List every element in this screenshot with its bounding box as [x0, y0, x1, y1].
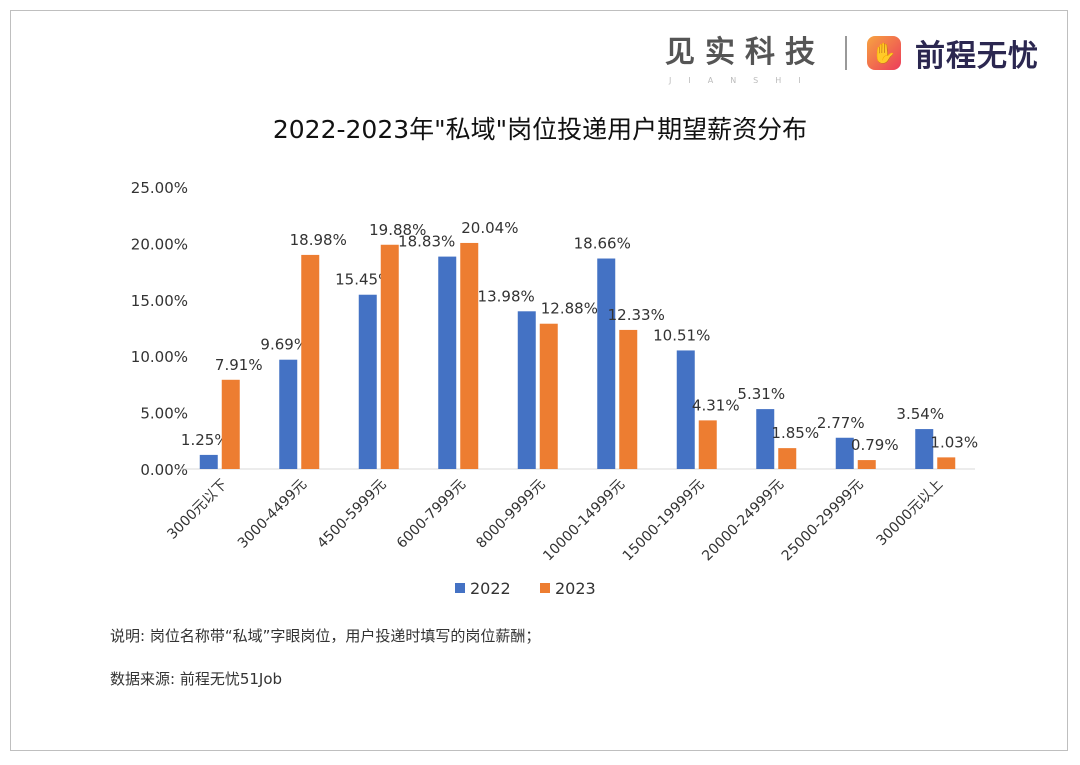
jianshi-logo-text: 见实科技 — [665, 35, 825, 70]
y-tick-label: 15.00% — [131, 292, 188, 310]
x-tick-label: 3000-4499元 — [235, 477, 310, 552]
bar-2022 — [438, 256, 457, 469]
y-tick-label: 20.00% — [131, 235, 188, 253]
data-label-2023: 1.03% — [930, 433, 978, 451]
y-tick-label: 0.00% — [140, 461, 188, 479]
data-label-2022: 2.77% — [817, 414, 865, 432]
x-tick-label: 8000-9999元 — [473, 477, 548, 552]
jianshi-logo: 见实科技 JIANSHI — [665, 35, 825, 86]
data-label-2022: 18.66% — [574, 235, 631, 253]
bar-2023 — [301, 254, 320, 469]
bar-2023 — [778, 448, 797, 469]
data-label-2023: 7.91% — [215, 356, 263, 374]
bar-2023 — [539, 323, 558, 469]
51job-logo-text: 前程无忧 — [915, 39, 1039, 74]
x-tick-label: 30000元以上 — [874, 477, 947, 550]
x-tick-label: 15000-19999元 — [620, 477, 708, 565]
bar-2022 — [199, 454, 218, 469]
x-tick-label: 6000-7999元 — [394, 477, 469, 552]
y-tick-label: 10.00% — [131, 348, 188, 366]
bar-2023 — [221, 379, 240, 469]
bar-2022 — [756, 409, 775, 469]
legend-swatch-2023 — [540, 583, 550, 593]
y-tick-label: 25.00% — [131, 179, 188, 197]
data-label-2023: 19.88% — [369, 221, 426, 239]
data-label-2023: 18.98% — [290, 231, 347, 249]
data-label-2022: 18.83% — [398, 233, 455, 251]
legend-label-2022: 2022 — [470, 579, 511, 598]
data-label-2022: 13.98% — [478, 287, 535, 305]
data-label-2022: 9.69% — [260, 336, 308, 354]
data-label-2022: 3.54% — [896, 405, 944, 423]
bar-2022 — [676, 350, 695, 469]
data-label-2023: 12.88% — [541, 300, 598, 318]
logo-divider — [845, 36, 847, 70]
bar-2022 — [279, 359, 298, 469]
x-tick-label: 10000-14999元 — [540, 477, 628, 565]
y-tick-label: 5.00% — [140, 405, 188, 423]
data-label-2023: 20.04% — [461, 219, 518, 237]
data-label-2022: 5.31% — [737, 385, 785, 403]
51job-hand-icon: ✋ — [867, 36, 901, 70]
bar-2023 — [937, 457, 956, 469]
x-tick-label: 25000-29999元 — [779, 477, 867, 565]
data-label-2023: 0.79% — [851, 436, 899, 454]
logo: 见实科技 JIANSHI ✋ 前程无忧 — [665, 28, 1039, 86]
bar-2023 — [698, 420, 717, 469]
data-label-2022: 10.51% — [653, 326, 710, 344]
chart-note: 说明: 岗位名称带“私域”字眼岗位，用户投递时填写的岗位薪酬； — [110, 627, 541, 645]
data-label-2023: 1.85% — [771, 424, 819, 442]
chart-source: 数据来源: 前程无忧51Job — [110, 670, 283, 688]
chart-frame — [10, 10, 1068, 751]
x-tick-label: 4500-5999元 — [314, 477, 389, 552]
data-label-2022: 1.25% — [181, 431, 229, 449]
bar-2022 — [835, 437, 854, 469]
x-tick-label: 3000元以下 — [164, 477, 230, 543]
data-label-2022: 15.45% — [335, 271, 392, 289]
bar-2023 — [380, 244, 399, 469]
bar-2022 — [517, 311, 536, 469]
data-label-2023: 4.31% — [692, 396, 740, 414]
bar-2023 — [460, 242, 479, 469]
legend-swatch-2022 — [455, 583, 465, 593]
jianshi-logo-sub: JIANSHI — [669, 76, 818, 85]
legend-label-2023: 2023 — [555, 579, 596, 598]
bar-2023 — [857, 460, 876, 469]
x-tick-label: 20000-24999元 — [699, 477, 787, 565]
bar-2022 — [358, 294, 377, 469]
data-label-2023: 12.33% — [608, 306, 665, 324]
chart-title: 2022-2023年"私域"岗位投递用户期望薪资分布 — [272, 115, 808, 144]
bar-2022 — [597, 258, 616, 469]
bar-2023 — [619, 329, 638, 469]
bar-2022 — [915, 429, 934, 469]
